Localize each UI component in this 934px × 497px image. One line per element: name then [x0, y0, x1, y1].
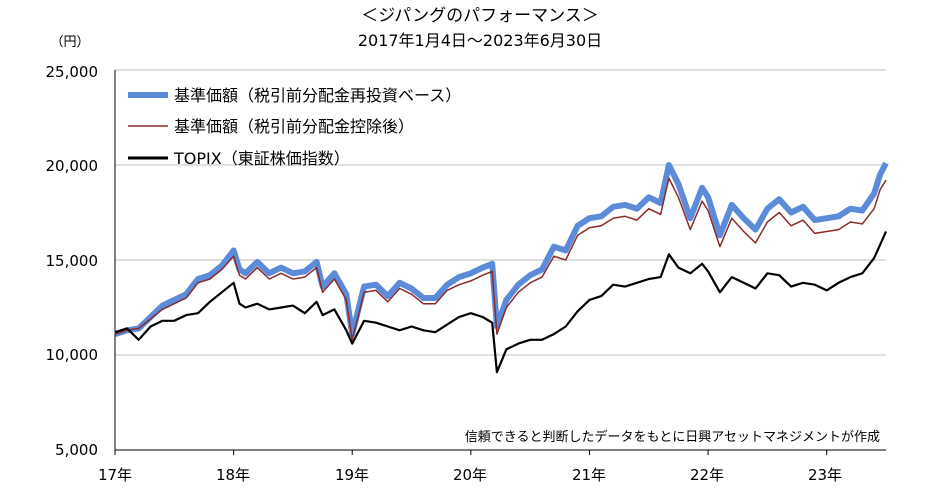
grid [114, 69, 886, 455]
y-tick-label: 20,000 [46, 157, 99, 175]
y-axis-ticks: 5,000 10,000 15,000 20,000 25,000 [46, 63, 99, 459]
x-tick-label: 17年 [98, 466, 132, 484]
y-tick-label: 5,000 [55, 441, 98, 459]
series-line-topix [114, 231, 888, 374]
x-tick-label: 18年 [216, 466, 250, 484]
legend: 基準価額（税引前分配金再投資ベース） 基準価額（税引前分配金控除後） TOPIX… [128, 86, 461, 168]
x-tick-label: 19年 [335, 466, 369, 484]
series-lines [114, 161, 889, 374]
legend-label-topix: TOPIX（東証株価指数） [173, 149, 350, 168]
x-axis-ticks: 17年 18年 19年 20年 21年 22年 23年 [98, 466, 842, 484]
x-tick-label: 22年 [690, 466, 724, 484]
legend-label-after-distribution: 基準価額（税引前分配金控除後） [174, 117, 414, 136]
legend-label-reinvested: 基準価額（税引前分配金再投資ベース） [174, 86, 461, 105]
y-axis-unit: （円） [50, 35, 89, 50]
y-tick-label: 25,000 [46, 63, 99, 81]
chart-subtitle: 2017年1月4日～2023年6月30日 [358, 31, 602, 50]
source-note: 信頼できると判断したデータをもとに日興アセットマネジメントが作成 [465, 429, 880, 445]
x-tick-label: 20年 [453, 466, 487, 484]
y-tick-label: 15,000 [46, 252, 99, 270]
x-tick-label: 23年 [808, 466, 842, 484]
series-line-reinvested [114, 161, 889, 338]
y-tick-label: 10,000 [46, 346, 99, 364]
x-tick-label: 21年 [572, 466, 606, 484]
chart-title: ＜ジパングのパフォーマンス＞ [361, 6, 599, 26]
series-line-after-distribution [114, 177, 887, 341]
